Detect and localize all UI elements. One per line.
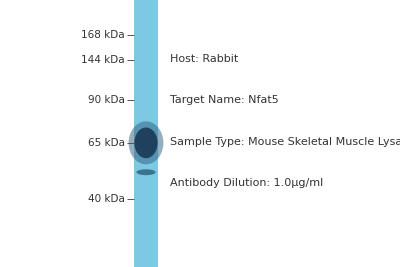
Ellipse shape [129,121,164,164]
Text: 168 kDa: 168 kDa [81,30,125,40]
Bar [134,0,158,267]
Text: Host: Rabbit: Host: Rabbit [170,54,238,64]
Ellipse shape [134,128,158,158]
Text: 144 kDa: 144 kDa [81,55,125,65]
Text: 90 kDa: 90 kDa [88,95,125,105]
Text: Sample Type: Mouse Skeletal Muscle Lysate: Sample Type: Mouse Skeletal Muscle Lysat… [170,136,400,147]
Text: Antibody Dilution: 1.0μg/ml: Antibody Dilution: 1.0μg/ml [170,178,323,188]
Ellipse shape [136,169,156,175]
Text: Target Name: Nfat5: Target Name: Nfat5 [170,95,279,105]
Text: 40 kDa: 40 kDa [88,194,125,204]
Text: 65 kDa: 65 kDa [88,138,125,148]
